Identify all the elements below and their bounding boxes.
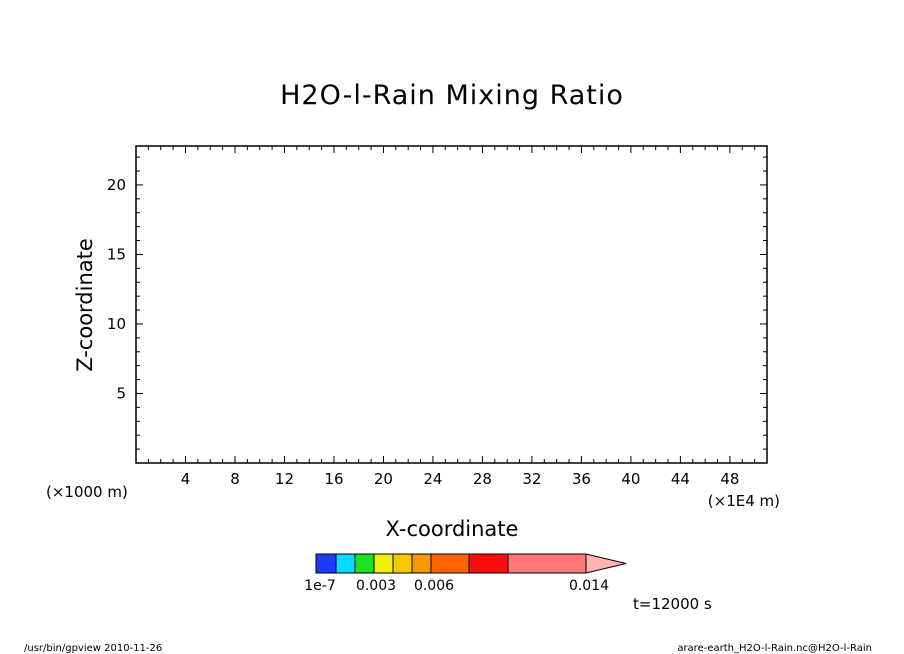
y-tick-label: 5 (116, 384, 126, 402)
tick-marks (136, 146, 767, 463)
x-tick-label: 44 (671, 470, 690, 488)
colorbar-label: 0.006 (414, 578, 454, 594)
y-tick-label: 20 (107, 176, 126, 194)
chart-title: H2O-l-Rain Mixing Ratio (280, 80, 624, 111)
colorbar-label: 0.014 (569, 578, 609, 594)
colorbar-segment (315, 553, 337, 574)
x-tick-label: 12 (275, 470, 294, 488)
colorbar-segment (335, 553, 356, 574)
colorbar-segment (373, 553, 394, 574)
x-tick-label: 48 (720, 470, 739, 488)
colorbar-extend-arrow (585, 553, 627, 574)
colorbar-labels: 1e-7 0.003 0.006 0.014 (304, 578, 609, 594)
x-tick-label: 28 (473, 470, 492, 488)
x-tick-labels: 4 8 12 16 20 24 28 32 36 40 44 48 (181, 470, 740, 488)
colorbar-segment (354, 553, 375, 574)
plot-frame (135, 145, 768, 464)
colorbar (315, 553, 627, 574)
footer-left: /usr/bin/gpview 2010-11-26 (24, 643, 162, 654)
colorbar-segment (411, 553, 432, 574)
x-tick-label: 16 (324, 470, 343, 488)
y-tick-label: 15 (107, 245, 126, 263)
x-axis-label: X-coordinate (386, 517, 519, 541)
footer-right: arare-earth_H2O-l-Rain.nc@H2O-l-Rain (677, 643, 872, 654)
time-label: t=12000 s (633, 595, 712, 613)
colorbar-segment (507, 553, 587, 574)
x-unit-left: (×1000 m) (46, 483, 128, 501)
colorbar-label: 0.003 (356, 578, 396, 594)
x-tick-label: 24 (423, 470, 442, 488)
x-tick-label: 4 (181, 470, 191, 488)
colorbar-label: 1e-7 (304, 578, 335, 594)
colorbar-segment (392, 553, 413, 574)
colorbar-segment (430, 553, 470, 574)
x-tick-label: 36 (572, 470, 591, 488)
y-tick-labels: 5 10 15 20 (107, 176, 126, 403)
x-tick-label: 8 (230, 470, 240, 488)
x-tick-label: 40 (621, 470, 640, 488)
colorbar-segment (468, 553, 509, 574)
x-tick-label: 20 (374, 470, 393, 488)
y-tick-label: 10 (107, 315, 126, 333)
x-unit-right: (×1E4 m) (708, 492, 780, 510)
x-tick-label: 32 (522, 470, 541, 488)
y-axis-label: Z-coordinate (73, 238, 97, 372)
